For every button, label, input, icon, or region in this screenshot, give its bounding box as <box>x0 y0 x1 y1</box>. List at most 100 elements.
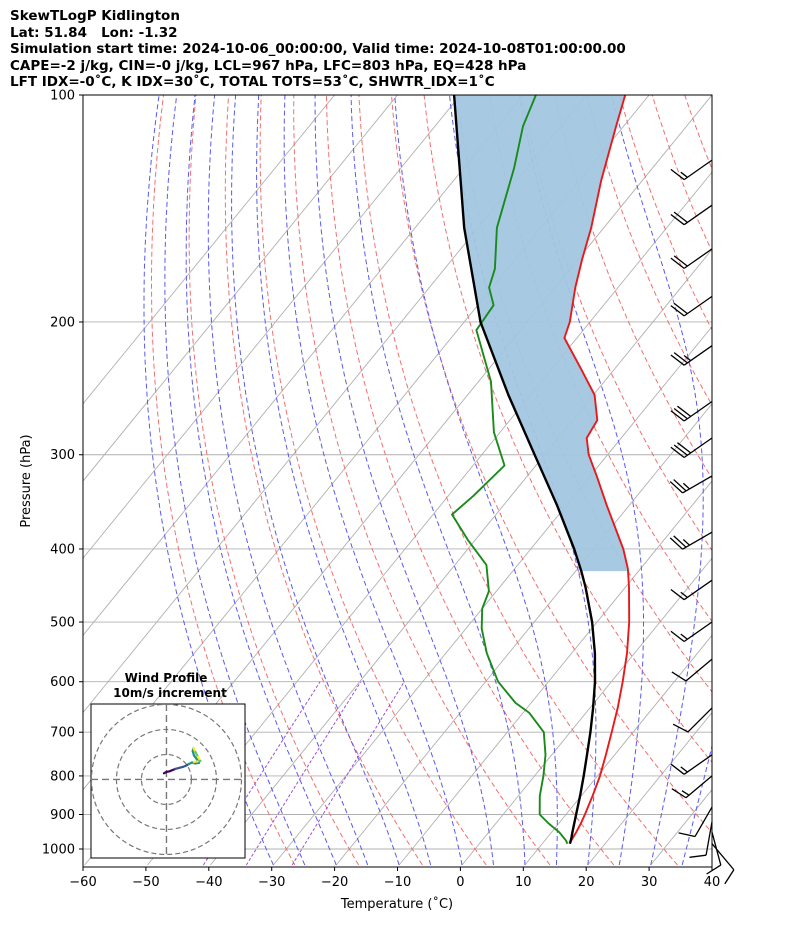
station-coordinates: Lat: 51.84 Lon: -1.32 <box>10 24 178 41</box>
dry-adiabat <box>717 95 794 865</box>
barb-half-flag <box>680 766 688 773</box>
mixing-ratio-line <box>203 681 321 866</box>
hodograph-title: Wind Profile <box>125 671 208 685</box>
barb-shaft <box>705 821 713 856</box>
barb-shaft <box>683 248 713 269</box>
moist-adiabat <box>256 95 432 866</box>
barb-full-flag <box>724 869 735 885</box>
barb-full-flag <box>673 211 688 223</box>
barb-full-flag <box>670 213 685 226</box>
wind-barb <box>670 248 713 269</box>
x-tick-label: 40 <box>704 875 721 890</box>
barb-shaft <box>687 707 713 733</box>
barb-full-flag <box>670 168 685 181</box>
barb-full-flag <box>670 305 685 317</box>
barb-half-flag <box>680 633 688 640</box>
isotherm-line <box>147 171 712 866</box>
y-tick-label: 800 <box>50 769 75 784</box>
wind-barb <box>670 754 713 775</box>
barb-half-flag <box>682 539 690 546</box>
wind-barb <box>670 579 713 601</box>
barb-half-flag <box>682 482 690 490</box>
isotherm-line <box>714 95 794 865</box>
moist-adiabat <box>714 95 794 865</box>
barb-full-flag <box>673 535 687 548</box>
barb-full-flag <box>678 832 696 838</box>
x-tick-label: 30 <box>641 875 658 890</box>
wind-barb <box>670 204 713 226</box>
isotherm-line <box>335 403 712 866</box>
moist-adiabat <box>143 95 274 866</box>
wind-barb <box>670 437 713 459</box>
isotherm-line <box>83 95 461 559</box>
dry-adiabat <box>521 95 712 552</box>
dry-adiabat <box>423 95 712 763</box>
wind-barb <box>669 531 713 550</box>
x-tick-label: −30 <box>258 875 285 890</box>
moist-adiabat <box>394 95 558 866</box>
wind-barbs <box>669 159 735 885</box>
isotherm-line <box>398 480 712 866</box>
dry-adiabat <box>619 95 712 331</box>
wind-barb <box>670 400 713 422</box>
moist-adiabat <box>681 744 712 866</box>
barb-full-flag <box>670 354 685 366</box>
barb-full-flag <box>669 481 683 494</box>
wind-barb <box>669 475 713 494</box>
barb-shaft <box>711 843 735 871</box>
axes: −60 −50 −40 −30 −20 −10 0 10 20 30 40 100 200 300 400 5… <box>42 89 720 891</box>
barb-full-flag <box>670 763 685 775</box>
x-tick-label: 0 <box>456 875 464 890</box>
dry-adiabat <box>259 95 487 866</box>
isotherm-line <box>587 711 712 866</box>
dry-adiabat <box>783 95 794 865</box>
plot-area <box>83 95 794 866</box>
x-tick-label: −10 <box>384 875 411 890</box>
barb-shaft <box>683 437 713 459</box>
moist-adiabat <box>350 95 526 865</box>
barb-full-flag <box>689 854 707 858</box>
barb-full-flag <box>673 255 688 267</box>
barb-shaft <box>683 754 713 775</box>
barb-full-flag <box>670 446 685 459</box>
barb-full-flag <box>673 302 688 315</box>
dry-adiabat <box>188 95 360 866</box>
isotherm-line <box>461 557 712 866</box>
chart-title: SkewTLogP Kidlington <box>10 8 180 24</box>
barb-full-flag <box>673 479 687 492</box>
y-tick-label: 100 <box>50 89 75 104</box>
x-tick-label: 10 <box>515 875 532 890</box>
barb-full-flag <box>669 537 683 550</box>
moist-adiabat <box>519 95 644 866</box>
moist-adiabat <box>164 95 306 866</box>
barb-full-flag <box>673 352 688 364</box>
wind-barb <box>670 345 713 366</box>
barb-full-flag <box>671 788 687 799</box>
barb-shaft <box>711 832 722 866</box>
wind-barb <box>670 295 713 317</box>
barb-shaft <box>683 621 713 643</box>
wind-barb <box>671 658 713 682</box>
moist-adiabat <box>611 95 704 866</box>
x-tick-label: −50 <box>132 875 159 890</box>
y-tick-label: 200 <box>50 315 75 330</box>
dry-adiabat <box>456 95 712 693</box>
moist-adiabat <box>283 95 463 866</box>
instability-shading <box>454 95 628 572</box>
wind-barb <box>670 621 713 643</box>
x-tick-label: −40 <box>195 875 222 890</box>
wind-barb <box>672 707 713 733</box>
barb-full-flag <box>673 407 688 420</box>
barb-shaft <box>683 400 713 422</box>
barb-shaft <box>694 806 713 837</box>
barb-full-flag <box>677 442 692 454</box>
barb-half-flag <box>681 790 690 796</box>
parcel-profile <box>452 95 597 845</box>
mixing-ratio-line <box>245 681 362 866</box>
y-axis-title: Pressure (hPa) <box>19 434 34 527</box>
stability-indices-1: CAPE=-2 j/kg, CIN=-0 j/kg, LCL=967 hPa, … <box>10 57 527 74</box>
y-tick-label: 600 <box>50 675 75 690</box>
isotherm-line <box>83 95 524 637</box>
stability-indices-2: LFT IDX=-0˚C, K IDX=30˚C, TOTAL TOTS=53˚… <box>10 74 495 91</box>
